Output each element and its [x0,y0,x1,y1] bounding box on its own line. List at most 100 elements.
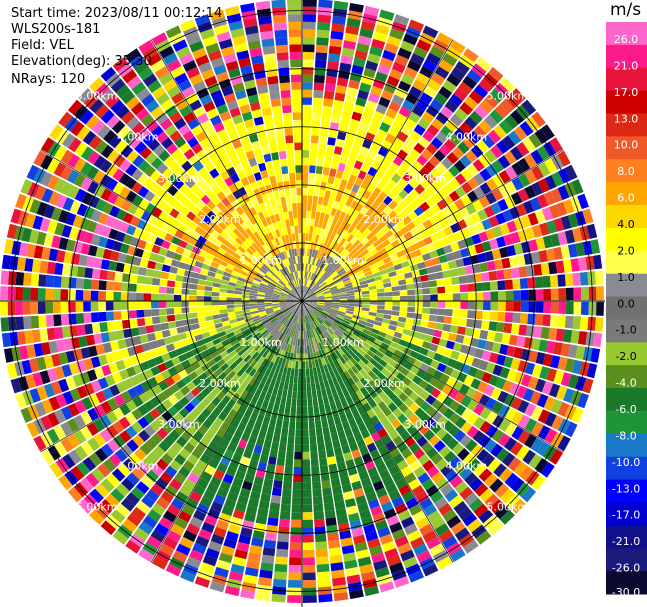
velocity-gate [449,475,464,489]
velocity-gate [368,193,378,203]
velocity-gate [513,290,521,301]
velocity-gate [391,418,402,429]
velocity-gate [100,478,115,493]
velocity-gate [49,462,64,478]
velocity-gate [316,302,325,305]
velocity-gate [457,267,466,276]
velocity-gate [353,399,363,409]
velocity-gate [449,133,462,146]
velocity-gate [491,342,502,354]
velocity-gate [450,521,466,535]
velocity-gate [213,417,224,428]
velocity-gate [341,109,353,119]
velocity-gate [536,393,549,408]
velocity-gate [315,548,328,558]
velocity-gate [506,220,518,233]
velocity-gate [257,325,266,332]
velocity-gate [306,288,312,296]
velocity-gate [308,180,315,189]
velocity-gate [276,541,289,550]
velocity-gate [363,342,372,350]
velocity-gate [122,233,133,245]
velocity-gate [108,260,118,271]
velocity-gate [305,263,308,272]
velocity-gate [346,234,355,243]
velocity-gate [467,412,479,425]
velocity-gate [93,155,107,169]
velocity-gate [316,389,323,398]
velocity-gate [293,345,298,354]
velocity-gate [120,444,134,458]
velocity-gate [223,251,233,260]
velocity-gate [384,548,399,560]
velocity-gate [262,209,270,219]
velocity-gate [273,480,283,489]
velocity-gate [195,392,206,403]
velocity-gate [257,364,264,373]
velocity-gate [98,280,107,291]
velocity-gate [484,493,499,508]
velocity-gate [291,272,295,280]
velocity-gate [88,195,100,209]
velocity-gate [321,113,331,122]
velocity-gate [498,418,511,432]
velocity-gate [273,113,283,122]
velocity-gate [342,404,351,414]
velocity-gate [63,251,73,264]
velocity-gate [193,509,207,522]
velocity-gate [309,301,317,304]
velocity-gate [318,0,333,9]
velocity-gate [246,236,255,245]
velocity-gate [291,322,295,330]
velocity-gate [396,274,406,281]
velocity-gate [276,135,285,145]
velocity-gate [0,317,10,332]
velocity-gate [339,303,348,306]
velocity-gate [444,489,459,503]
velocity-gate [315,258,321,267]
velocity-gate [513,217,525,231]
velocity-gate [377,372,386,381]
velocity-gate [296,406,302,415]
velocity-gate [259,312,267,318]
velocity-gate [306,315,311,323]
velocity-gate [55,393,68,408]
velocity-gate [318,143,327,152]
velocity-gate [284,359,290,368]
velocity-gate [302,595,317,603]
velocity-gate [345,284,353,290]
colorbar-tick-label: 10.0 [614,139,639,152]
velocity-gate [492,364,503,377]
velocity-gate [503,322,513,334]
velocity-gate [358,276,367,283]
velocity-gate [321,286,329,291]
velocity-gate [375,103,388,115]
velocity-gate [253,362,261,371]
velocity-gate [154,237,164,247]
velocity-gate [414,288,423,295]
velocity-gate [208,49,222,62]
velocity-gate [352,250,361,259]
velocity-gate [321,388,328,397]
velocity-gate [337,310,346,315]
colorbar-swatch [606,479,647,503]
velocity-gate [265,432,274,442]
velocity-gate [477,209,488,221]
velocity-gate [261,358,268,367]
velocity-gate [457,448,470,461]
velocity-gate [407,306,416,313]
velocity-gate [325,265,333,273]
velocity-gate [324,255,331,263]
velocity-gate [400,466,413,478]
velocity-gate [238,322,247,329]
colorbar-tick-label: 26.0 [614,33,639,46]
velocity-gate [362,139,373,149]
velocity-gate [181,307,190,314]
velocity-gate [279,269,286,277]
velocity-gate [430,490,444,504]
velocity-gate [439,218,450,229]
velocity-gate [433,370,443,380]
velocity-gate [173,178,185,190]
velocity-gate [82,457,97,472]
velocity-gate [408,86,423,98]
